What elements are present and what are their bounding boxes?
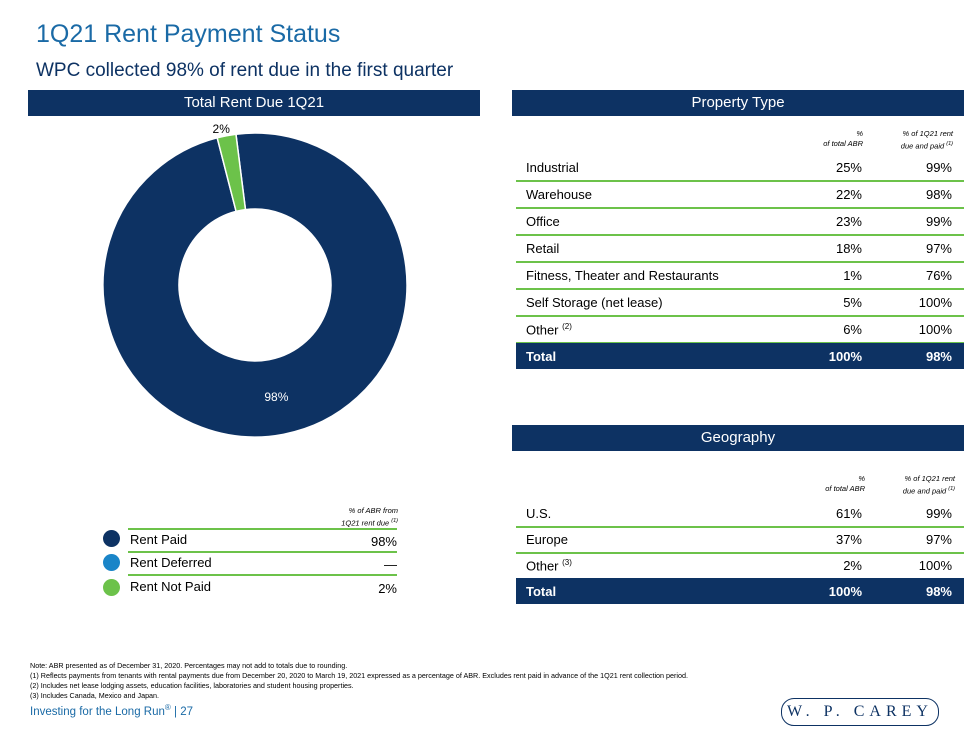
- legend-divider: [128, 528, 397, 530]
- geography-header: Geography: [512, 425, 964, 451]
- geography-row-total: Total 100% 98%: [516, 578, 964, 604]
- geography-row-other: Other (3) 2% 100%: [516, 552, 964, 580]
- footnote: (3) Includes Canada, Mexico and Japan.: [30, 691, 160, 700]
- geography-col-paid-header: % of 1Q21 rent due and paid (1): [902, 474, 955, 496]
- legend-item-rent-not-paid: Rent Not Paid 2%: [130, 577, 397, 599]
- donut-label-rent-not-paid: 2%: [213, 122, 231, 136]
- legend-swatch-rent-not-paid: [103, 579, 120, 596]
- legend-label: Rent Deferred: [130, 555, 212, 570]
- footnote: Note: ABR presented as of December 31, 2…: [30, 661, 348, 670]
- legend-label: Rent Not Paid: [130, 579, 211, 594]
- property-col-paid-header: % of 1Q21 rent due and paid (1): [900, 129, 953, 151]
- legend-value: —: [384, 557, 397, 572]
- geography-row-us: U.S. 61% 99%: [516, 500, 964, 528]
- property-col-abr-header: % of total ABR: [823, 129, 863, 148]
- property-type-header: Property Type: [512, 90, 964, 116]
- legend-swatch-rent-deferred: [103, 554, 120, 571]
- wp-carey-logo: W. P. CAREY: [781, 698, 939, 726]
- property-row-total: Total 100% 98%: [516, 343, 964, 369]
- property-row-industrial: Industrial 25% 99%: [516, 154, 964, 182]
- legend-column-header-line2: 1Q21 rent due (1): [341, 518, 398, 528]
- legend-item-rent-deferred: Rent Deferred —: [130, 553, 397, 575]
- legend-column-header-line1: % of ABR from: [348, 506, 398, 515]
- donut-chart: 98% 2%: [102, 122, 408, 438]
- property-row-self-storage: Self Storage (net lease) 5% 100%: [516, 289, 964, 317]
- property-row-retail: Retail 18% 97%: [516, 235, 964, 263]
- footnote: (1) Reflects payments from tenants with …: [30, 671, 689, 680]
- legend-column-header: % of ABR from 1Q21 rent due (1): [300, 506, 398, 529]
- property-row-warehouse: Warehouse 22% 98%: [516, 181, 964, 209]
- donut-label-rent-paid: 98%: [264, 390, 288, 404]
- legend-swatch-rent-paid: [103, 530, 120, 547]
- legend-divider: [128, 551, 397, 553]
- legend-label: Rent Paid: [130, 532, 188, 547]
- footnotes: Note: ABR presented as of December 31, 2…: [30, 661, 688, 701]
- page-subtitle: WPC collected 98% of rent due in the fir…: [36, 60, 454, 81]
- legend-divider: [128, 574, 397, 576]
- legend-value: 2%: [378, 581, 397, 596]
- property-row-office: Office 23% 99%: [516, 208, 964, 236]
- geography-row-europe: Europe 37% 97%: [516, 526, 964, 554]
- page-title: 1Q21 Rent Payment Status: [36, 20, 341, 48]
- property-row-fitness: Fitness, Theater and Restaurants 1% 76%: [516, 262, 964, 290]
- footnote: (2) Includes net lease lodging assets, e…: [30, 681, 354, 690]
- property-row-other: Other (2) 6% 100%: [516, 316, 964, 344]
- total-rent-header: Total Rent Due 1Q21: [28, 90, 480, 116]
- geography-col-abr-header: % of total ABR: [825, 474, 865, 493]
- donut-slice-rent-paid: [102, 132, 408, 438]
- legend-item-rent-paid: Rent Paid 98%: [130, 530, 397, 552]
- legend-value: 98%: [370, 534, 397, 549]
- donut-slice-rent-not-paid: [216, 133, 247, 213]
- footer-tagline: Investing for the Long Run® | 27: [30, 703, 193, 718]
